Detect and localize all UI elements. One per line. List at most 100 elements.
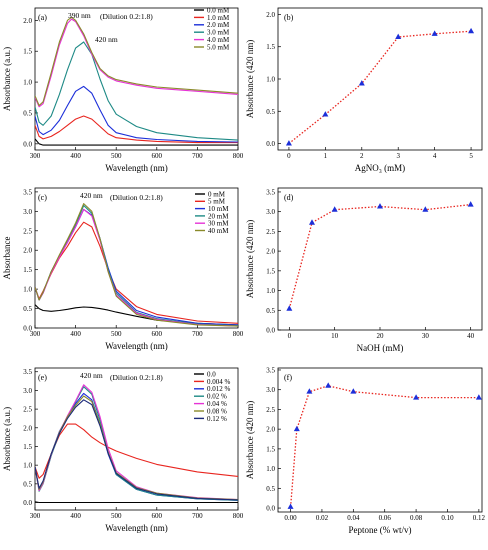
y-tick-label: 2.5 (23, 227, 32, 235)
legend-label-1: 1.0 mM (207, 14, 230, 22)
trend-line (288, 30, 472, 145)
x-tick-label: 0.06 (379, 514, 392, 522)
data-point-4 (422, 206, 429, 212)
annotation-1: 420 nm (95, 35, 118, 44)
data-point-0 (286, 305, 293, 311)
legend-label-4: 4.0 mM (207, 36, 230, 44)
data-point-5 (467, 201, 474, 207)
series-line-0 (35, 304, 238, 326)
x-tick-label: 40 (467, 332, 475, 340)
y-tick-label: 0.5 (23, 480, 32, 488)
data-point-5 (468, 27, 475, 34)
plot-frame (34, 187, 239, 329)
legend-label-0: 0 mM (208, 190, 226, 198)
legend-label-2: 0.012 % (207, 385, 231, 393)
annotation-1: (Dilution 0.2:1.8) (110, 193, 163, 202)
y-tick-label: 3.5 (266, 188, 275, 196)
data-point-4 (350, 388, 357, 394)
y-tick-label: 0.5 (23, 109, 32, 117)
series-line-5 (35, 203, 238, 327)
data-point-2 (358, 80, 365, 86)
series-line-1 (35, 423, 238, 479)
y-tick-label: 0.0 (23, 325, 32, 333)
x-tick-label: 700 (192, 330, 203, 338)
annotation-0: 420 nm (80, 371, 103, 380)
data-point-4 (431, 30, 438, 36)
y-tick-label: 1.5 (23, 443, 32, 451)
y-tick-label: 0.0 (266, 327, 275, 335)
x-tick-label: 300 (30, 512, 41, 520)
x-tick-label: 400 (70, 512, 81, 520)
panel-label: (f) (284, 373, 292, 382)
y-tick-label: 1.0 (266, 76, 275, 84)
x-tick-label: 1 (324, 152, 328, 160)
y-tick-label: 2.0 (23, 247, 32, 255)
y-tick-label: 2.0 (23, 17, 32, 25)
y-tick-label: 1.5 (23, 266, 32, 274)
y-axis-label: Absorbance (420 nm) (245, 401, 255, 479)
legend-label-2: 10 mM (208, 205, 229, 213)
x-tick-label: 0 (288, 332, 292, 340)
x-tick-label: 400 (70, 330, 81, 338)
x-tick-label: 10 (331, 332, 339, 340)
legend-label-5: 40 mM (208, 227, 229, 235)
y-tick-label: 3.5 (266, 366, 275, 374)
series-group (35, 203, 238, 327)
series-group (35, 16, 238, 146)
chart-panel-2: 300 400 500 600 700 800 0.0 0.5 1.0 1.5 2.0 2.5 3.0 3… (2, 187, 244, 351)
chart-panel-0: 300 400 500 600 700 800 0.0 0.5 1.0 1.5 2.0 Wavelen… (2, 6, 244, 173)
x-tick-label: 300 (30, 330, 41, 338)
x-tick-label: 300 (30, 152, 41, 160)
legend-label-3: 0.02 % (207, 393, 227, 401)
series-line-3 (35, 41, 238, 141)
y-axis-label: Absorbance (a.u.) (2, 47, 12, 111)
series-line-0 (35, 501, 238, 504)
plot-frame (34, 367, 239, 511)
series-line-1 (35, 115, 238, 144)
x-tick-label: 600 (152, 152, 163, 160)
chart-panel-5: 0.00 0.02 0.04 0.06 0.08 0.10 0.12 0.0 0.5 1.0 1.5… (245, 366, 485, 535)
data-point-6 (475, 394, 482, 400)
y-tick-label: 3.0 (23, 208, 32, 216)
plot-frame (277, 7, 483, 151)
y-tick-label: 3.5 (23, 188, 32, 196)
panel-label: (c) (38, 193, 47, 202)
y-tick-label: 3.5 (23, 368, 32, 376)
y-tick-label: 1.0 (266, 287, 275, 295)
legend-label-3: 3.0 mM (207, 29, 230, 37)
data-point-3 (395, 33, 402, 40)
panel-label: (e) (38, 373, 47, 382)
y-tick-label: 2.5 (266, 228, 275, 236)
series-line-4 (35, 18, 238, 108)
plot-frame (277, 367, 483, 513)
annotation-0: 390 nm (68, 11, 91, 20)
x-axis-label: Wavelength (nm) (105, 163, 168, 173)
x-tick-label: 4 (433, 152, 437, 160)
chart-panel-4: 300 400 500 600 700 800 0.0 0.5 1.0 1.5 2.0 2.5 3.0 3… (2, 367, 244, 533)
x-tick-label: 0.02 (316, 514, 329, 522)
data-point-0 (287, 503, 294, 509)
annotation-0: 420 nm (80, 191, 103, 200)
data-point-2 (331, 206, 338, 212)
y-tick-label: 1.5 (266, 445, 275, 453)
x-tick-label: 500 (111, 152, 122, 160)
x-tick-label: 20 (377, 332, 385, 340)
panel-label: (d) (284, 193, 294, 202)
y-tick-label: 1.0 (266, 465, 275, 473)
x-tick-label: 800 (233, 330, 244, 338)
y-tick-label: 2.0 (266, 11, 275, 19)
y-tick-label: 1.5 (266, 267, 275, 275)
series-line-2 (35, 85, 238, 143)
legend-label-2: 2.0 mM (207, 21, 230, 29)
y-tick-label: 0.0 (23, 140, 32, 148)
series-group (35, 384, 238, 504)
legend-label-6: 0.12 % (207, 415, 227, 423)
y-tick-label: 3.0 (266, 208, 275, 216)
series-line-5 (35, 16, 238, 107)
plot-frame (34, 7, 239, 151)
x-tick-label: 500 (111, 512, 122, 520)
x-tick-label: 0.08 (410, 514, 423, 522)
panel-label: (b) (284, 13, 294, 22)
series-line-1 (35, 221, 238, 324)
x-axis-label: NaOH (mM) (357, 343, 404, 353)
